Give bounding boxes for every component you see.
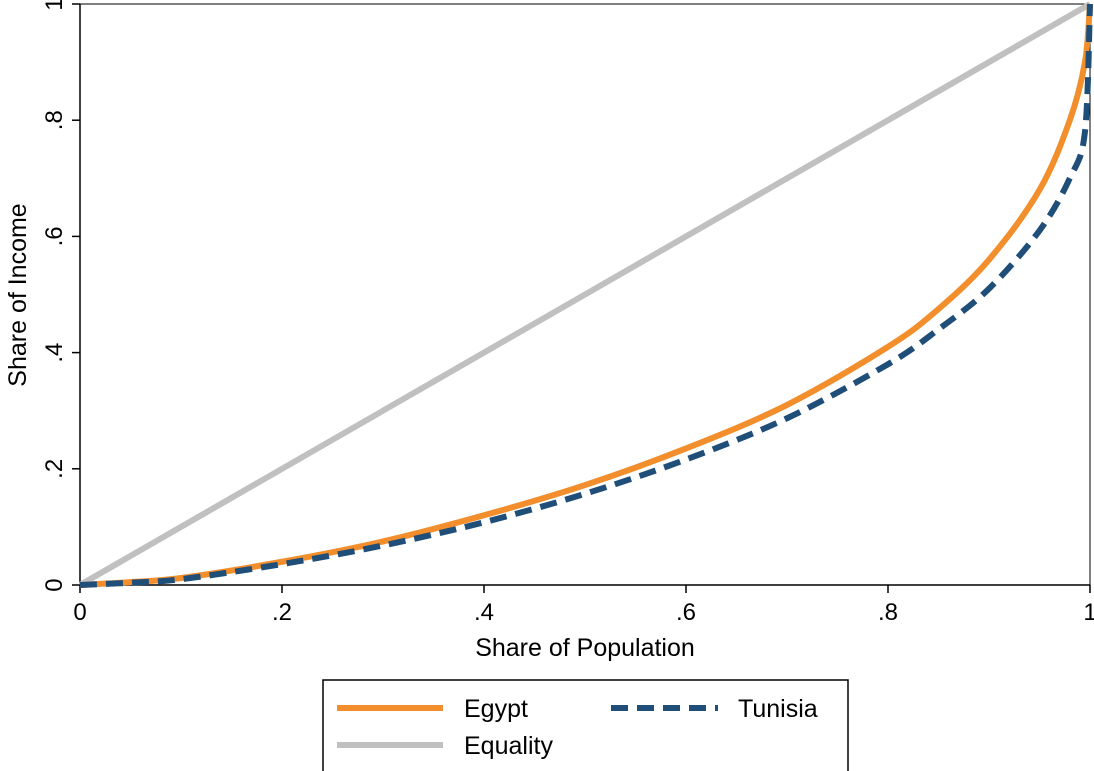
legend: Egypt Tunisia Equality xyxy=(322,679,849,771)
y-tick-label: .2 xyxy=(41,459,68,479)
y-tick-label: .4 xyxy=(41,343,68,363)
x-tick-label: .4 xyxy=(474,599,494,626)
x-axis-title: Share of Population xyxy=(475,634,695,662)
x-tick-label: .2 xyxy=(272,599,292,626)
y-tick-label: .6 xyxy=(41,226,68,246)
legend-label-equality: Equality xyxy=(464,732,553,760)
series-line-egypt xyxy=(79,3,1093,588)
x-tick-label: .6 xyxy=(676,599,696,626)
series-line-equality xyxy=(78,1,1092,588)
series-lines xyxy=(78,1,1093,588)
legend-label-tunisia: Tunisia xyxy=(738,695,818,723)
y-tick-label: 1 xyxy=(41,0,68,11)
y-axis-ticks: 0 .2 .4 .6 .8 1 xyxy=(41,0,80,592)
y-tick-label: .8 xyxy=(41,110,68,130)
y-axis-title: Share of Income xyxy=(4,203,32,386)
series-line-tunisia xyxy=(79,3,1093,588)
x-tick-label: 1 xyxy=(1083,599,1094,626)
legend-label-egypt: Egypt xyxy=(464,695,528,723)
legend-box xyxy=(322,679,849,771)
x-axis-ticks: 0 .2 .4 .6 .8 1 xyxy=(73,585,1094,626)
x-tick-label: 0 xyxy=(73,599,86,626)
x-tick-label: .8 xyxy=(878,599,898,626)
y-tick-label: 0 xyxy=(41,578,68,591)
